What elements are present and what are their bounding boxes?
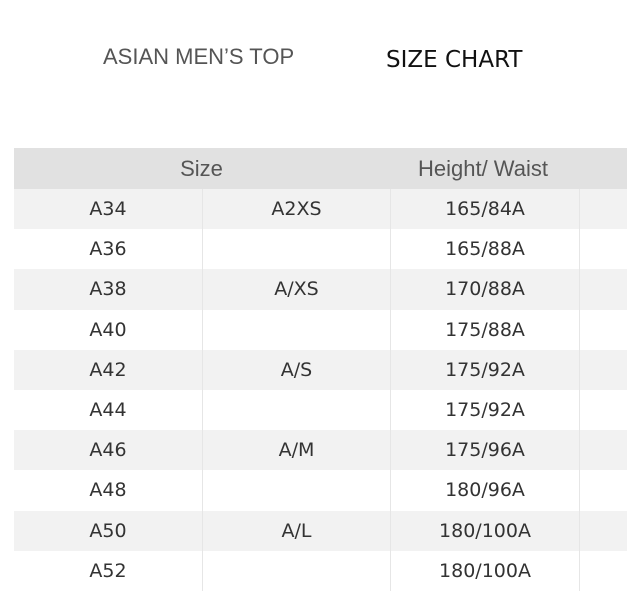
cell-empty: [580, 551, 627, 591]
cell-empty: [580, 350, 627, 390]
table-row: A50 A/L 180/100A: [14, 510, 627, 551]
cell-code: A42: [14, 349, 203, 390]
cell-empty: [580, 310, 627, 350]
cell-hw: 165/88A: [391, 229, 580, 270]
cell-alpha: [203, 470, 391, 511]
table-row: A34 A2XS 165/84A: [14, 189, 627, 230]
cell-alpha: A/S: [203, 349, 391, 390]
cell-alpha: A/M: [203, 430, 391, 471]
cell-hw: 180/100A: [391, 510, 580, 551]
table-row: A36 165/88A: [14, 229, 627, 270]
cell-code: A38: [14, 269, 203, 310]
size-table: Size Height/ Waist A34 A2XS 165/84A A36 165/…: [14, 148, 627, 591]
header-empty: [577, 148, 627, 189]
cell-code: A40: [14, 309, 203, 350]
cell-hw: 175/96A: [391, 430, 580, 471]
header-height-waist: Height/ Waist: [417, 155, 548, 181]
table-row: A46 A/M 175/96A: [14, 430, 627, 471]
cell-empty: [580, 269, 627, 309]
cell-alpha: [203, 550, 391, 591]
cell-empty: [580, 430, 627, 470]
cell-empty: [580, 189, 627, 229]
table-row: A42 A/S 175/92A: [14, 349, 627, 390]
cell-empty: [580, 470, 627, 510]
table-row: A44 175/92A: [14, 389, 627, 431]
cell-hw: 180/96A: [391, 470, 580, 511]
cell-empty: [580, 390, 627, 430]
title: ASIAN MEN’S TOP: [103, 44, 295, 69]
cell-code: A46: [14, 430, 203, 471]
cell-hw: 175/92A: [391, 389, 580, 431]
cell-alpha: A2XS: [203, 189, 391, 230]
table-row: A38 A/XS 170/88A: [14, 269, 627, 310]
table-row: A52 180/100A: [14, 550, 627, 591]
header-size: Size: [180, 155, 223, 181]
subtitle: SIZE CHART: [386, 47, 523, 73]
cell-alpha: [203, 309, 391, 350]
cell-hw: 175/92A: [391, 349, 580, 390]
cell-code: A52: [14, 550, 203, 591]
cell-empty: [580, 511, 627, 551]
cell-code: A34: [14, 189, 203, 230]
cell-empty: [580, 229, 627, 269]
cell-alpha: A/L: [203, 510, 391, 551]
cell-code: A48: [14, 470, 203, 511]
cell-code: A44: [14, 389, 203, 431]
cell-alpha: A/XS: [203, 269, 391, 310]
cell-hw: 170/88A: [391, 269, 580, 310]
cell-hw: 175/88A: [391, 309, 580, 350]
table-header: Size Height/ Waist: [14, 148, 627, 189]
table-row: A40 175/88A: [14, 309, 627, 350]
cell-alpha: [203, 389, 391, 431]
cell-code: A50: [14, 510, 203, 551]
cell-code: A36: [14, 229, 203, 270]
cell-alpha: [203, 229, 391, 270]
cell-hw: 165/84A: [391, 189, 580, 230]
cell-hw: 180/100A: [391, 550, 580, 591]
table-row: A48 180/96A: [14, 470, 627, 511]
